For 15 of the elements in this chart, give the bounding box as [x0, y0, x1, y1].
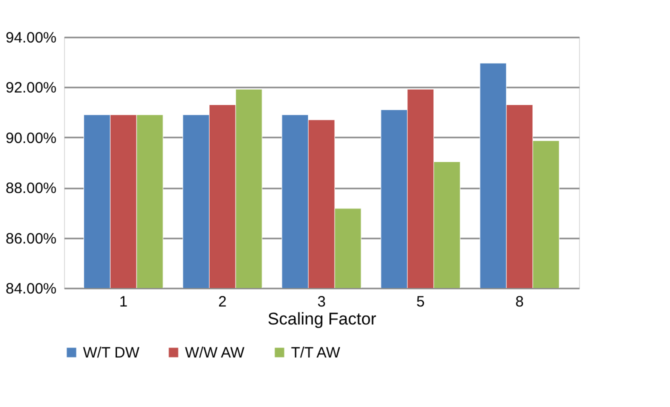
x-axis-title: Scaling Factor — [268, 310, 377, 328]
x-tick-label: 2 — [218, 294, 227, 310]
legend-label: W/T DW — [83, 344, 140, 362]
y-tick-label: 92.00% — [6, 80, 56, 97]
x-tick-label: 8 — [515, 294, 524, 310]
x-tick-label: 3 — [317, 294, 326, 310]
y-tick-label: 86.00% — [6, 230, 56, 248]
y-tick-label: 90.00% — [6, 130, 56, 147]
y-tick-label: 84.00% — [6, 280, 56, 298]
y-tick-label: 94.00% — [6, 30, 56, 46]
y-tick-label: 88.00% — [6, 180, 56, 198]
x-tick-label: 5 — [416, 294, 425, 310]
x-tick-label: 1 — [119, 294, 128, 310]
legend-label: T/T AW — [291, 344, 342, 362]
legend-label: W/W AW — [185, 344, 246, 362]
